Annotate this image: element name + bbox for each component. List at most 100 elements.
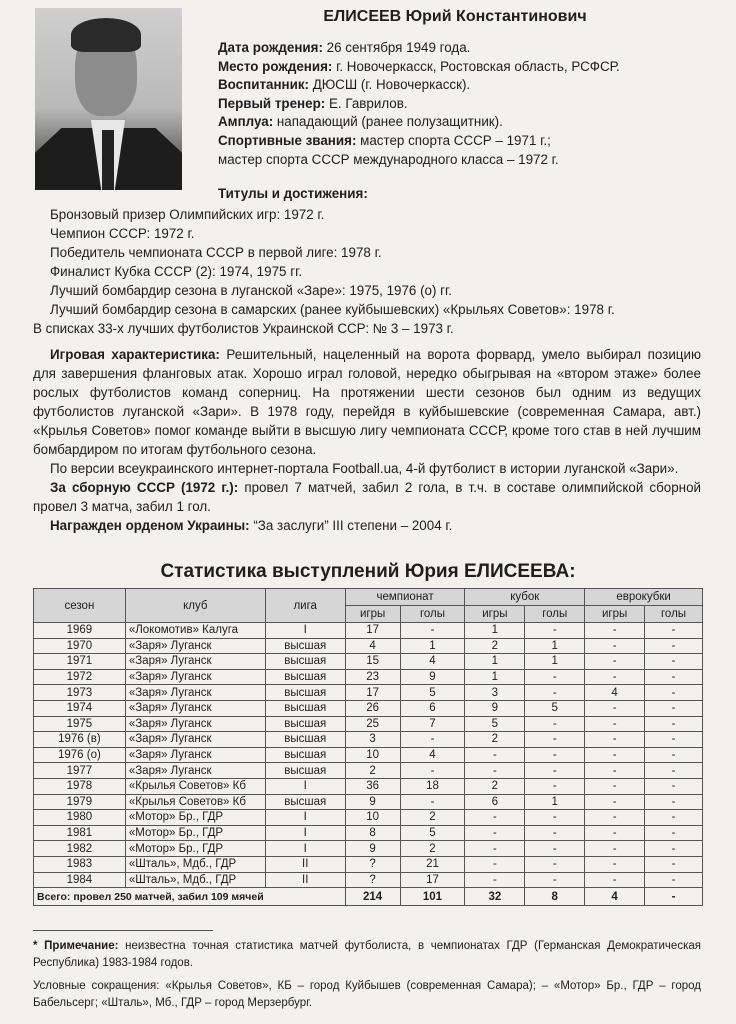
header-subcell: игры [344,605,401,623]
table-cell: - [584,746,646,764]
table-cell: - [584,793,646,811]
table-cell: 6 [399,699,466,717]
stats-table: сезон клуб лига чемпионат кубок еврокубки игры… [33,588,703,907]
table-cell: I [264,840,346,857]
header-row: игры голы игры голы игры голы [34,605,703,623]
table-cell: 1980 [33,809,126,826]
table-cell: - [584,653,646,670]
abbreviations: Условные сокращения: «Крылья Советов», К… [33,980,701,1009]
table-cell: - [644,746,703,764]
table-cell: 2 [464,637,526,655]
table-cell: - [644,871,703,889]
table-cell: II [264,855,346,873]
info-value: г. Новочеркасск, Ростовская область, РСФ… [332,58,620,74]
header-cell: сезон [33,588,126,623]
total-cell: 101 [399,887,466,907]
table-cell: 1 [524,653,586,670]
table-row: 1979 «Крылья Советов» Кб высшая 9-6 1- - [33,793,703,811]
table-cell: - [644,809,703,826]
paragraph-label: Игровая характеристика: [50,347,220,362]
table-row: 1975 «Заря» Луганск высшая 25 7 5- - - [33,715,703,733]
table-cell: 1974 [33,699,126,717]
table-cell: - [584,809,646,826]
table-cell: высшая [264,731,346,748]
table-cell: - [584,622,646,639]
table-cell: - [644,653,703,670]
table-cell: - [524,762,586,779]
table-row: 1982 «Мотор» Бр., ГДР I 9 2- - - - [33,840,703,857]
table-cell: 18 [399,777,466,795]
total-cell: 32 [464,887,526,907]
table-row: 1984 «Шталь», Мдб., ГДР II? 17- - - - [33,871,703,889]
table-cell: 10 [344,746,401,764]
title-ranking: В списках 33-х лучших футболистов Украин… [33,321,454,336]
table-cell: 1 [464,653,526,670]
info-label: Воспитанник: [218,77,310,93]
table-cell: - [644,668,703,686]
table-row: 1976 (в) «Заря» Луганск высшая 3-2- - - [33,731,703,748]
title-item: Победитель чемпионата СССР в первой лиге… [50,245,382,260]
table-cell: - [524,777,586,795]
table-cell: высшая [264,653,346,670]
table-cell: 15 [344,653,401,670]
table-cell: - [644,622,703,639]
table-row: 1977 «Заря» Луганск высшая 2- - - - - [33,762,703,779]
table-cell: - [524,809,586,826]
table-cell: - [464,746,526,764]
table-cell: «Шталь», Мдб., ГДР [124,871,266,889]
paragraph-text: Решительный, нацеленный на ворота форвар… [33,347,701,457]
table-cell: - [524,684,586,701]
total-cell: 8 [524,887,586,907]
table-cell: 4 [399,653,466,670]
table-cell: 4 [344,637,401,655]
table-cell: I [264,622,346,639]
header-row: сезон клуб лига чемпионат кубок еврокубки [33,588,703,623]
table-cell: I [264,809,346,826]
table-row: 1970 «Заря» Луганск высшая 4 1 2 1- - [33,637,703,655]
info-line: Амплуа: нападающий (ранее полузащитник). [218,113,708,132]
table-cell: 1982 [33,840,126,857]
table-cell: «Заря» Луганск [124,762,266,779]
table-cell: - [464,871,526,889]
table-cell: 1975 [33,715,126,733]
table-cell: 1976 (о) [33,746,126,764]
info-line: Первый тренер: Е. Гаврилов. [218,95,708,114]
table-cell: «Мотор» Бр., ГДР [124,824,266,842]
table-cell: высшая [264,762,346,779]
table-cell: «Крылья Советов» Кб [124,793,266,811]
header-subcell: голы [644,605,703,623]
total-cell: - [644,887,703,907]
paragraph-text: провел 7 матчей, забил 2 гола, в т.ч. в … [33,480,701,514]
table-cell: - [584,871,646,889]
note-text: неизвестна точная статистика матчей футб… [33,940,701,969]
table-cell: - [524,840,586,857]
table-cell: 1 [524,637,586,655]
table-cell: - [464,840,526,857]
header-cell: лига [264,588,346,623]
info-label: Спортивные звания: [218,132,357,148]
table-cell: - [644,637,703,655]
table-cell: 17 [399,871,466,889]
info-line: мастер спорта СССР международного класса… [218,151,559,167]
table-cell: высшая [264,684,346,701]
table-cell: - [524,824,586,842]
table-cell: ? [344,871,401,889]
table-cell: «Заря» Луганск [124,653,266,670]
header-cell: чемпионат [344,588,466,606]
table-cell: «Заря» Луганск [124,746,266,764]
info-line: Место рождения: г. Новочеркасск, Ростовс… [218,58,708,77]
table-cell: «Заря» Луганск [124,699,266,717]
table-cell: 1971 [33,653,126,670]
table-row: 1981 «Мотор» Бр., ГДР I 8 5- - - - [33,824,703,842]
table-cell: - [524,715,586,733]
header-cell: клуб [124,588,266,623]
table-cell: 1984 [33,871,126,889]
table-cell: 1969 [33,622,126,639]
paragraphs: Игровая характеристика: Решительный, нац… [33,345,701,535]
paragraph: За сборную СССР (1972 г.): провел 7 матч… [33,478,701,516]
table-cell: - [524,731,586,748]
table-cell: 21 [399,855,466,873]
note-label: * Примечание: [33,940,119,952]
total-cell: Всего: провел 250 матчей, забил 109 мяче… [33,887,346,907]
